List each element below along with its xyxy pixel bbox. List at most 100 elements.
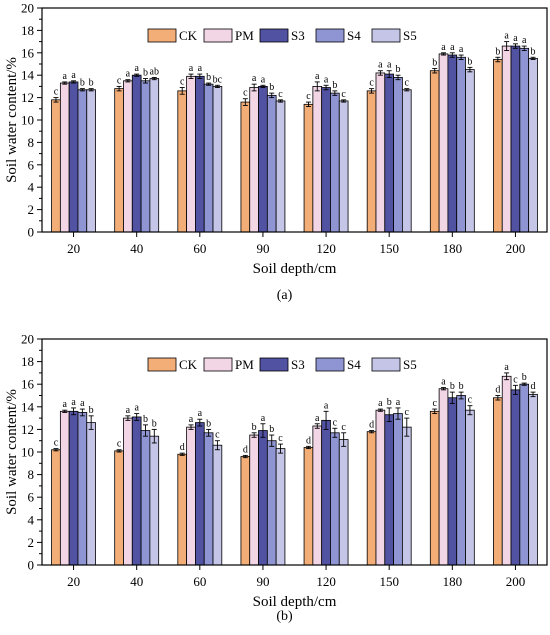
bar [77, 412, 88, 566]
bar [312, 425, 323, 566]
significance-label: a [315, 413, 320, 424]
significance-label: b [467, 56, 472, 67]
bar [375, 409, 386, 566]
significance-label: b [395, 64, 400, 75]
significance-label: a [504, 362, 509, 373]
bar [438, 388, 449, 566]
significance-label: c [215, 430, 220, 441]
legend-swatch [315, 357, 345, 372]
bar [249, 434, 259, 566]
bar [429, 70, 440, 233]
significance-label: a [522, 35, 527, 46]
chart-panel-a: 0 2 4 6 8 10 12 14 16 18 20 c a a b b 20 c a a b ab 40 c a a b bc 60… [4, 1, 548, 303]
y-tick-label: 8 [28, 135, 35, 150]
significance-label: a [71, 70, 76, 81]
significance-label: a [198, 63, 203, 74]
legend-swatch [259, 357, 289, 372]
significance-label: d [243, 444, 248, 455]
significance-label: a [441, 377, 446, 388]
bar [249, 87, 259, 233]
bar [303, 447, 314, 566]
significance-label: a [252, 73, 257, 84]
y-tick-label: 12 [21, 90, 34, 105]
significance-label: a [63, 399, 68, 410]
bar [212, 86, 223, 233]
significance-label: c [468, 395, 473, 406]
y-tick-label: 0 [28, 225, 35, 240]
significance-label: d [495, 385, 500, 396]
bar [275, 448, 286, 566]
significance-label: a [261, 74, 266, 85]
y-tick-label: 18 [21, 354, 34, 369]
bar [131, 416, 142, 566]
significance-label: a [134, 63, 139, 74]
bar [203, 432, 214, 566]
significance-label: b [387, 397, 392, 408]
significance-label: a [134, 403, 139, 414]
significance-label: a [198, 408, 203, 419]
significance-label: a [378, 398, 383, 409]
bar [330, 92, 340, 233]
significance-label: b [269, 424, 274, 435]
significance-label: b [80, 78, 85, 89]
bar [519, 383, 530, 566]
significance-label: b [143, 68, 148, 79]
bar [330, 432, 340, 566]
significance-label: c [341, 422, 346, 433]
bar [401, 426, 412, 566]
significance-label: c [432, 398, 437, 409]
x-axis-title: Soil depth/cm [253, 594, 337, 610]
bar [493, 59, 503, 233]
significance-label: b [89, 78, 94, 89]
legend-swatch [147, 357, 177, 372]
significance-label: c [180, 77, 185, 88]
significance-label: d [306, 435, 311, 446]
legend-swatch [259, 28, 289, 43]
bar [140, 430, 151, 566]
y-tick-label: 4 [28, 512, 35, 527]
significance-label: a [189, 414, 194, 425]
bar [519, 47, 530, 233]
bar [140, 80, 151, 233]
significance-label: c [117, 75, 122, 86]
bar [465, 69, 475, 233]
y-axis-title: Soil water content/% [4, 389, 20, 515]
bar [275, 100, 286, 233]
x-tick-label: 40 [130, 574, 143, 589]
significance-label: c [369, 78, 374, 89]
y-tick-label: 18 [21, 23, 34, 38]
bar [366, 90, 377, 233]
y-tick-label: 16 [21, 377, 35, 392]
y-tick-label: 2 [28, 535, 35, 550]
bar [266, 94, 277, 233]
legend-label: S4 [347, 28, 361, 43]
bar [131, 74, 142, 233]
significance-label: a [315, 71, 320, 82]
legend-label: S4 [347, 357, 361, 372]
bar [77, 89, 88, 233]
significance-label: b [206, 72, 211, 83]
x-tick-label: 150 [379, 241, 399, 256]
bar [240, 456, 251, 566]
bar [186, 75, 196, 233]
bar [429, 410, 440, 566]
y-tick-label: 14 [21, 399, 35, 414]
significance-label: d [369, 420, 374, 431]
bar [366, 431, 377, 566]
bar [51, 99, 61, 233]
x-tick-label: 200 [506, 574, 526, 589]
significance-label: c [117, 439, 122, 450]
significance-label: d [531, 381, 536, 392]
chart-panel-b: 0 2 4 6 8 10 12 14 16 18 20 c a a a b 20 c a a b b 40 d a a b c 60 d b… [0, 320, 550, 635]
significance-label: b [152, 418, 157, 429]
y-tick-label: 20 [21, 332, 34, 347]
legend-label: S3 [291, 28, 305, 43]
y-tick-label: 14 [21, 68, 35, 83]
bar [86, 422, 96, 566]
legend-swatch [371, 28, 401, 43]
bar [393, 77, 403, 233]
bar [438, 53, 449, 233]
y-axis-title: Soil water content/% [4, 57, 20, 183]
y-tick-label: 6 [28, 157, 35, 172]
